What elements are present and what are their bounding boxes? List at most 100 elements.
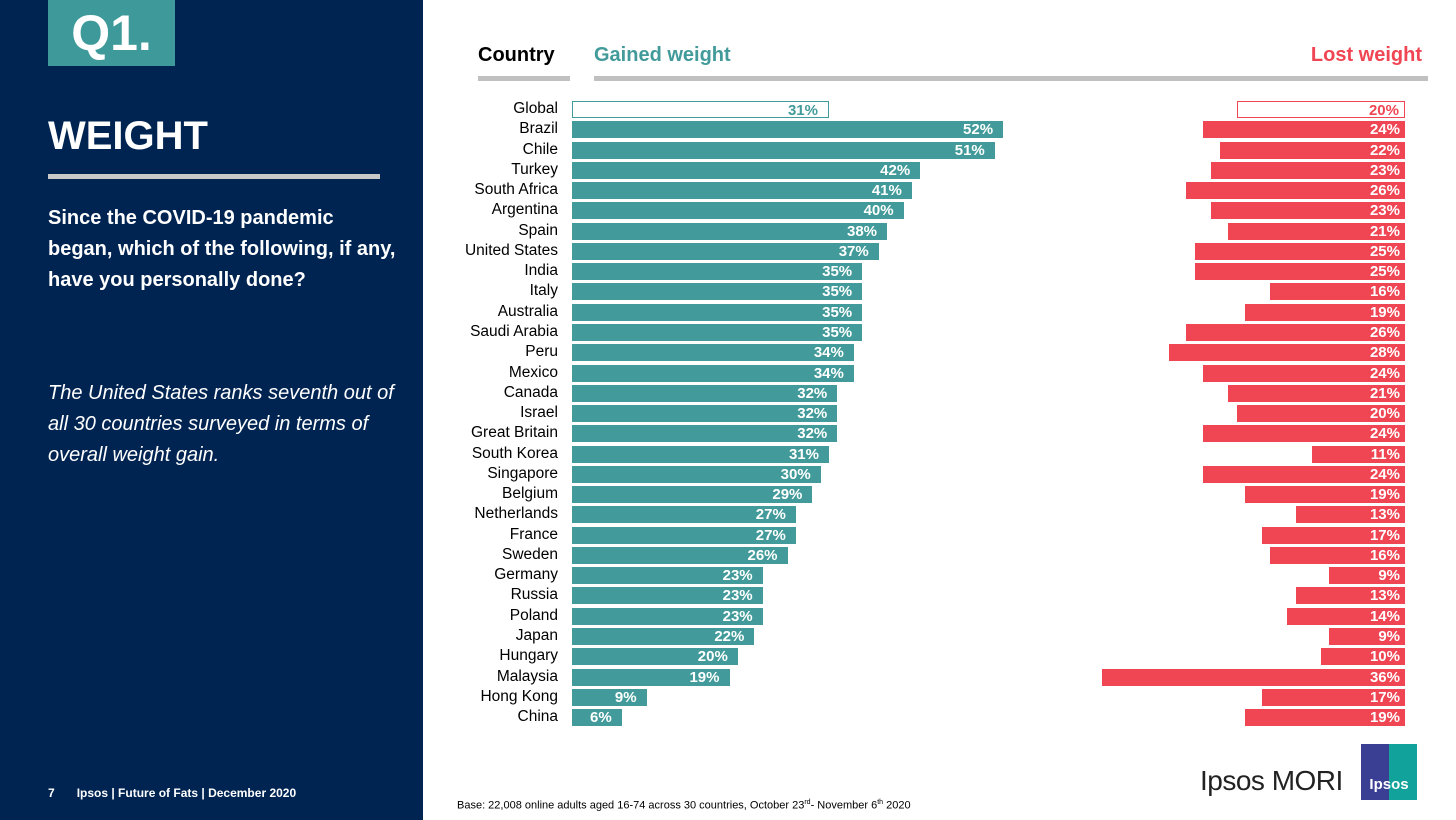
country-label: Canada [503, 383, 558, 401]
lost-bar: 22% [1219, 141, 1405, 159]
gained-bar: 35% [572, 263, 863, 281]
country-label: Italy [529, 282, 558, 300]
lost-bar: 16% [1270, 283, 1405, 301]
country-label: Spain [518, 221, 558, 239]
lost-header: Lost weight [1310, 44, 1422, 66]
ipsos-logo: Ipsos [1361, 744, 1417, 800]
country-label: Singapore [487, 464, 558, 482]
country-label: France [509, 525, 558, 543]
country-label: Germany [494, 566, 558, 584]
gained-bar: 23% [572, 607, 763, 625]
lost-bar: 23% [1211, 161, 1405, 179]
lost-bar: 21% [1228, 222, 1405, 240]
gained-bar: 32% [572, 405, 838, 423]
gained-bar: 34% [572, 364, 854, 382]
gained-bar: 40% [572, 202, 904, 220]
base-note: Base: 22,008 online adults aged 16-74 ac… [457, 799, 911, 812]
country-label: Peru [525, 343, 558, 361]
header-rule [594, 76, 1428, 81]
gained-bar: 35% [572, 323, 863, 341]
gained-bar: 22% [572, 628, 755, 646]
gained-bar: 41% [572, 182, 912, 200]
country-header: Country [478, 44, 555, 66]
footer: 7 Ipsos | Future of Fats | December 2020 [48, 786, 318, 800]
ipsos-mori-logo: Ipsos MORI [1200, 765, 1343, 796]
lost-bar: 25% [1194, 263, 1405, 281]
country-label: Great Britain [470, 424, 558, 442]
gained-bar: 19% [572, 668, 730, 686]
country-label: Hong Kong [480, 687, 558, 705]
country-label: Argentina [491, 201, 558, 219]
lost-bar: 9% [1329, 567, 1405, 585]
country-label: Australia [497, 302, 558, 320]
gained-bar: 52% [572, 121, 1004, 139]
header-rule [478, 76, 570, 81]
sidebar: Q1. WEIGHT Since the COVID-19 pandemic b… [0, 0, 423, 820]
lost-bar: 23% [1211, 202, 1405, 220]
lost-bar: 26% [1186, 182, 1405, 200]
country-label: Belgium [502, 485, 558, 503]
lost-bar: 24% [1202, 364, 1405, 382]
lost-bar: 24% [1202, 465, 1405, 483]
country-label: Israel [520, 404, 558, 422]
lost-bar: 24% [1202, 121, 1405, 139]
gained-bar: 30% [572, 465, 821, 483]
lost-bar: 19% [1245, 303, 1405, 321]
country-label: Sweden [501, 545, 558, 563]
country-label: China [517, 708, 559, 726]
page-title: WEIGHT [48, 114, 208, 158]
question-badge: Q1. [48, 0, 175, 66]
lost-bar: 19% [1245, 486, 1405, 504]
gained-bar: 26% [572, 546, 788, 564]
lost-bar: 28% [1169, 344, 1405, 362]
lost-bar: 9% [1329, 628, 1405, 646]
country-label: Netherlands [474, 505, 558, 523]
note-text: The United States ranks seventh out of a… [48, 382, 394, 466]
country-label: Russia [510, 586, 558, 604]
gained-bar: 20% [572, 648, 738, 666]
country-label: Turkey [511, 160, 558, 178]
lost-bar: 20% [1236, 101, 1405, 119]
country-label: Saudi Arabia [470, 322, 558, 340]
gained-bar: 34% [572, 344, 854, 362]
country-label: Brazil [519, 120, 558, 138]
gained-bar: 51% [572, 141, 995, 159]
gained-bar: 6% [572, 709, 622, 727]
lost-bar: 19% [1245, 709, 1405, 727]
page-number: 7 [48, 786, 55, 800]
lost-bar: 17% [1261, 688, 1405, 706]
lost-bar: 26% [1186, 323, 1405, 341]
lost-bar: 24% [1202, 425, 1405, 443]
lost-bar: 20% [1236, 405, 1405, 423]
gained-bar: 31% [572, 445, 829, 463]
country-label: Poland [509, 606, 558, 624]
lost-bar: 21% [1228, 384, 1405, 402]
gained-bar: 32% [572, 425, 838, 443]
gained-bar: 35% [572, 303, 863, 321]
lost-bar: 13% [1295, 506, 1405, 524]
gained-bar: 31% [572, 101, 829, 119]
lost-bar: 16% [1270, 546, 1405, 564]
lost-bar: 36% [1101, 668, 1405, 686]
gained-bar: 38% [572, 222, 888, 240]
gained-bar: 42% [572, 161, 921, 179]
gained-bar: 35% [572, 283, 863, 301]
country-label: Global [513, 100, 558, 117]
country-label: Japan [515, 627, 558, 645]
country-label: South Africa [474, 181, 558, 199]
gained-bar: 37% [572, 242, 879, 260]
gained-bar: 29% [572, 486, 813, 504]
lost-bar: 25% [1194, 242, 1405, 260]
country-label: South Korea [471, 444, 558, 462]
country-label: United States [464, 241, 558, 259]
gained-bar: 9% [572, 688, 647, 706]
gained-bar: 27% [572, 526, 796, 544]
country-label: Malaysia [496, 667, 558, 685]
lost-bar: 17% [1261, 526, 1405, 544]
lost-bar: 13% [1295, 587, 1405, 605]
gained-bar: 23% [572, 567, 763, 585]
lost-bar: 14% [1287, 607, 1405, 625]
question-text: Since the COVID-19 pandemic began, which… [48, 207, 396, 291]
lost-bar: 11% [1312, 445, 1405, 463]
country-label: India [524, 262, 558, 280]
